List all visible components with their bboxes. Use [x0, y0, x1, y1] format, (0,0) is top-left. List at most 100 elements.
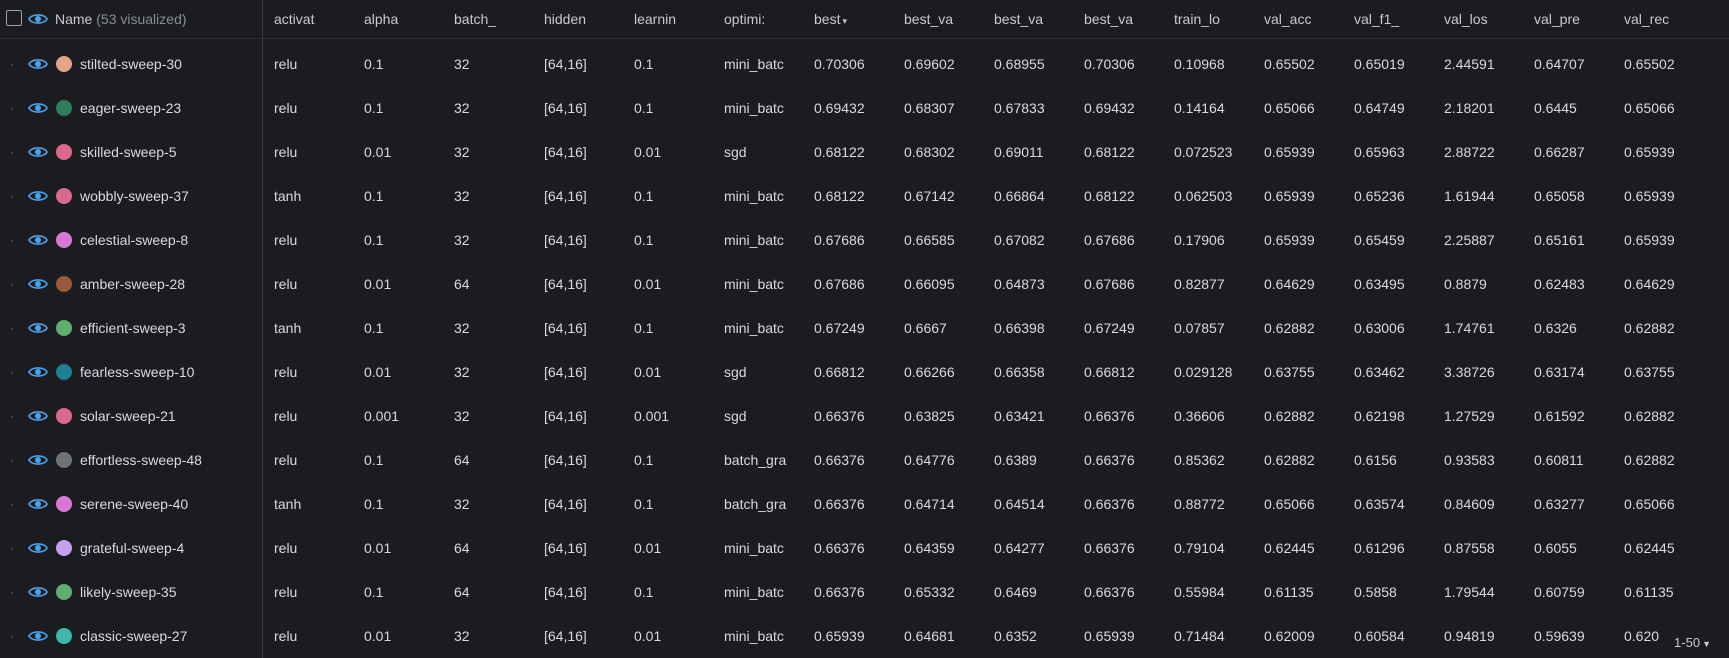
- run-color-swatch[interactable]: [56, 320, 72, 336]
- table-row[interactable]: · efficient-sweep-3 tanh 0.1 32 [64,16] 0.1 min…: [0, 306, 1729, 350]
- run-color-swatch[interactable]: [56, 100, 72, 116]
- table-row[interactable]: · likely-sweep-35 relu 0.1 64 [64,16] 0.1 mini_…: [0, 570, 1729, 614]
- eye-icon[interactable]: [28, 452, 48, 468]
- table-row[interactable]: · skilled-sweep-5 relu 0.01 32 [64,16] 0.01 sgd…: [0, 130, 1729, 174]
- column-header-val-loss[interactable]: val_los: [1444, 0, 1524, 38]
- run-color-swatch[interactable]: [56, 188, 72, 204]
- run-name[interactable]: amber-sweep-28: [80, 276, 186, 292]
- eye-icon[interactable]: [28, 540, 48, 556]
- eye-icon[interactable]: [28, 408, 48, 424]
- drag-handle-icon[interactable]: ·: [10, 277, 14, 291]
- eye-icon[interactable]: [28, 496, 48, 512]
- run-name[interactable]: classic-sweep-27: [80, 628, 188, 644]
- drag-handle-icon[interactable]: ·: [10, 497, 14, 511]
- cell-best-val-2: 0.64514: [994, 496, 1045, 512]
- table-row[interactable]: · celestial-sweep-8 relu 0.1 32 [64,16] 0.1 min…: [0, 218, 1729, 262]
- cell-learning-rate: 0.001: [634, 408, 670, 424]
- column-header-val-f1[interactable]: val_f1_: [1354, 0, 1434, 38]
- run-color-swatch[interactable]: [56, 628, 72, 644]
- run-color-swatch[interactable]: [56, 584, 72, 600]
- eye-icon[interactable]: [28, 584, 48, 600]
- drag-handle-icon[interactable]: ·: [10, 409, 14, 423]
- drag-handle-icon[interactable]: ·: [10, 629, 14, 643]
- table-row[interactable]: · fearless-sweep-10 relu 0.01 32 [64,16] 0.01 s…: [0, 350, 1729, 394]
- run-color-swatch[interactable]: [56, 452, 72, 468]
- run-name[interactable]: efficient-sweep-3: [80, 320, 186, 336]
- column-header-val-precision[interactable]: val_pre: [1534, 0, 1614, 38]
- run-name[interactable]: solar-sweep-21: [80, 408, 176, 424]
- column-header-val-recall[interactable]: val_rec: [1624, 0, 1704, 38]
- run-name[interactable]: fearless-sweep-10: [80, 364, 195, 380]
- drag-handle-icon[interactable]: ·: [10, 101, 14, 115]
- eye-icon[interactable]: [28, 100, 48, 116]
- table-row[interactable]: · serene-sweep-40 tanh 0.1 32 [64,16] 0.1 batch…: [0, 482, 1729, 526]
- eye-icon[interactable]: [28, 232, 48, 248]
- cell-best-val-1: 0.64681: [904, 628, 955, 644]
- run-color-swatch[interactable]: [56, 364, 72, 380]
- column-header-best-val-3[interactable]: best_va: [1084, 0, 1164, 38]
- cell-val-f1: 0.63574: [1354, 496, 1405, 512]
- cell-hidden-layers: [64,16]: [544, 320, 587, 336]
- run-name[interactable]: likely-sweep-35: [80, 584, 177, 600]
- column-header-alpha[interactable]: alpha: [364, 0, 444, 38]
- drag-handle-icon[interactable]: ·: [10, 453, 14, 467]
- eye-icon[interactable]: [28, 11, 48, 27]
- table-row[interactable]: · eager-sweep-23 relu 0.1 32 [64,16] 0.1 mini_b…: [0, 86, 1729, 130]
- run-color-swatch[interactable]: [56, 56, 72, 72]
- run-color-swatch[interactable]: [56, 232, 72, 248]
- drag-handle-icon[interactable]: ·: [10, 233, 14, 247]
- run-color-swatch[interactable]: [56, 408, 72, 424]
- run-color-swatch[interactable]: [56, 144, 72, 160]
- eye-icon[interactable]: [28, 144, 48, 160]
- drag-handle-icon[interactable]: ·: [10, 585, 14, 599]
- table-row[interactable]: · wobbly-sweep-37 tanh 0.1 32 [64,16] 0.1 mini_…: [0, 174, 1729, 218]
- column-header-optimizer[interactable]: optimi:: [724, 0, 804, 38]
- table-row[interactable]: · grateful-sweep-4 relu 0.01 64 [64,16] 0.01 mi…: [0, 526, 1729, 570]
- run-name[interactable]: skilled-sweep-5: [80, 144, 177, 160]
- table-row[interactable]: · effortless-sweep-48 relu 0.1 64 [64,16] 0.1 b…: [0, 438, 1729, 482]
- run-name[interactable]: celestial-sweep-8: [80, 232, 189, 248]
- run-name[interactable]: wobbly-sweep-37: [80, 188, 189, 204]
- table-row[interactable]: · solar-sweep-21 relu 0.001 32 [64,16] 0.001 sg…: [0, 394, 1729, 438]
- table-row[interactable]: · classic-sweep-27 relu 0.01 32 [64,16] 0.01 mi…: [0, 614, 1729, 658]
- column-header-label: val_los: [1444, 11, 1488, 27]
- run-name[interactable]: serene-sweep-40: [80, 496, 189, 512]
- eye-icon[interactable]: [28, 364, 48, 380]
- run-name[interactable]: effortless-sweep-48: [80, 452, 202, 468]
- column-header-best-val-1[interactable]: best_va: [904, 0, 984, 38]
- column-header-activation[interactable]: activat: [274, 0, 354, 38]
- column-header-learning-rate[interactable]: learnin: [634, 0, 714, 38]
- eye-icon[interactable]: [28, 56, 48, 72]
- run-name[interactable]: stilted-sweep-30: [80, 56, 182, 72]
- drag-handle-icon[interactable]: ·: [10, 541, 14, 555]
- pagination-dropdown[interactable]: 1-50 ▼: [1674, 635, 1711, 650]
- eye-icon[interactable]: [28, 188, 48, 204]
- column-header-hidden-layers[interactable]: hidden: [544, 0, 624, 38]
- column-header-val-acc[interactable]: val_acc: [1264, 0, 1344, 38]
- run-name[interactable]: eager-sweep-23: [80, 100, 182, 116]
- eye-icon[interactable]: [28, 628, 48, 644]
- cell-optimizer: mini_batc: [724, 584, 784, 600]
- column-header-train-loss[interactable]: train_lo: [1174, 0, 1254, 38]
- eye-icon[interactable]: [28, 320, 48, 336]
- column-header-best-val-2[interactable]: best_va: [994, 0, 1074, 38]
- eye-icon[interactable]: [28, 276, 48, 292]
- run-color-swatch[interactable]: [56, 496, 72, 512]
- drag-handle-icon[interactable]: ·: [10, 145, 14, 159]
- drag-handle-icon[interactable]: ·: [10, 57, 14, 71]
- drag-handle-icon[interactable]: ·: [10, 321, 14, 335]
- column-header-label: batch_: [454, 11, 497, 27]
- drag-handle-icon[interactable]: ·: [10, 365, 14, 379]
- select-all-checkbox[interactable]: [6, 10, 22, 26]
- column-header-best[interactable]: best ▾: [814, 0, 894, 38]
- drag-handle-icon[interactable]: ·: [10, 189, 14, 203]
- name-column-header[interactable]: Name (53 visualized): [55, 0, 187, 38]
- table-row[interactable]: · amber-sweep-28 relu 0.01 64 [64,16] 0.01 mini…: [0, 262, 1729, 306]
- column-header-batch-size[interactable]: batch_: [454, 0, 534, 38]
- run-color-swatch[interactable]: [56, 540, 72, 556]
- run-color-swatch[interactable]: [56, 276, 72, 292]
- run-name[interactable]: grateful-sweep-4: [80, 540, 185, 556]
- cell-hidden-layers: [64,16]: [544, 496, 587, 512]
- table-row[interactable]: · stilted-sweep-30 relu 0.1 32 [64,16] 0.1 mini…: [0, 42, 1729, 86]
- column-divider[interactable]: [262, 0, 263, 658]
